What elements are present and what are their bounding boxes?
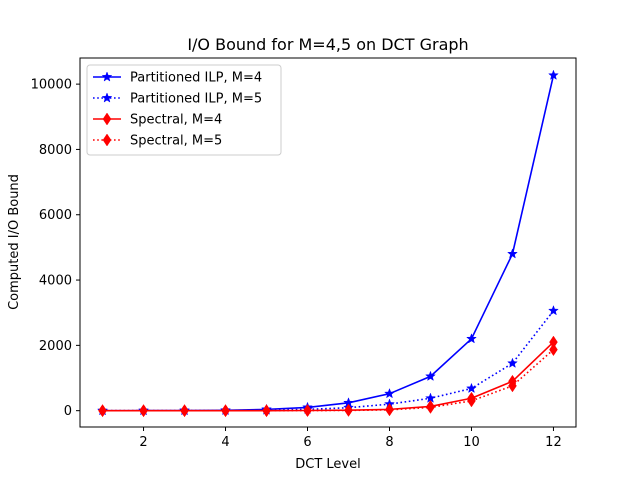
- series-4-point-7: [344, 403, 353, 417]
- legend-label-1: Partitioned ILP, M=4: [130, 71, 262, 86]
- series-1-point-9: [425, 370, 436, 382]
- series-4-point-1: [98, 404, 107, 418]
- series-4-point-3: [180, 404, 189, 418]
- y-axis-label: Computed I/O Bound: [7, 174, 22, 310]
- legend-item-1: Partitioned ILP, M=4: [93, 71, 262, 86]
- legend: Partitioned ILP, M=4 Partitioned ILP, M=5…: [86, 64, 282, 156]
- series-4-point-11: [508, 379, 517, 393]
- series-2: [97, 305, 559, 416]
- legend-label-3: Spectral, M=4: [130, 113, 222, 128]
- series-1-point-12: [548, 69, 559, 80]
- series-4-point-10: [467, 394, 476, 408]
- legend-marker-1: [101, 71, 113, 82]
- series-4-point-6: [303, 404, 312, 418]
- series-4-point-2: [139, 404, 148, 418]
- y-tick-label-2000: 2000: [39, 339, 72, 354]
- y-tick-label-10000: 10000: [31, 78, 72, 93]
- series-1-point-11: [507, 248, 518, 259]
- legend-marker-2: [101, 92, 113, 103]
- series-4-point-12: [549, 343, 558, 357]
- x-tick-label-2: 2: [139, 435, 147, 450]
- x-axis-label: DCT Level: [295, 457, 360, 472]
- series-2-point-10: [466, 382, 477, 394]
- series-2-point-12: [548, 305, 559, 316]
- legend-label-4: Spectral, M=5: [130, 134, 222, 149]
- series-2-line: [102, 310, 555, 412]
- legend-item-3: Spectral, M=4: [93, 113, 222, 128]
- x-tick-label-8: 8: [385, 435, 393, 450]
- series-4-point-8: [385, 403, 394, 417]
- series-4-point-9: [426, 400, 435, 414]
- y-tick-label-6000: 6000: [39, 208, 72, 223]
- axes-frame: [79, 57, 577, 428]
- legend-marker-3: [102, 112, 112, 126]
- x-tick-label-4: 4: [221, 435, 229, 450]
- series-4-point-5: [262, 404, 271, 418]
- x-tick-label-10: 10: [463, 435, 480, 450]
- legend-box: [86, 64, 282, 156]
- legend-item-4: Spectral, M=5: [93, 134, 222, 149]
- legend-item-2: Partitioned ILP, M=5: [93, 92, 262, 107]
- x-tick-label-12: 12: [545, 435, 562, 450]
- y-tick-label-8000: 8000: [39, 143, 72, 158]
- series-4-point-4: [221, 404, 230, 418]
- y-tick-label-0: 0: [64, 404, 72, 419]
- y-tick-label-4000: 4000: [39, 274, 72, 289]
- series-3-line: [102, 341, 555, 412]
- series-1-point-8: [384, 387, 395, 399]
- axes: 2 4 6 8 10 12 0 2000 4000 6000 8000 10000: [31, 57, 577, 450]
- series-4: [98, 343, 558, 418]
- series-2-point-11: [507, 357, 518, 368]
- legend-marker-4: [102, 133, 112, 147]
- x-tick-label-6: 6: [303, 435, 311, 450]
- chart-title: I/O Bound for M=4,5 on DCT Graph: [187, 35, 468, 54]
- series-1-point-10: [466, 333, 477, 344]
- legend-label-2: Partitioned ILP, M=5: [130, 92, 262, 107]
- plot-area: [97, 69, 559, 418]
